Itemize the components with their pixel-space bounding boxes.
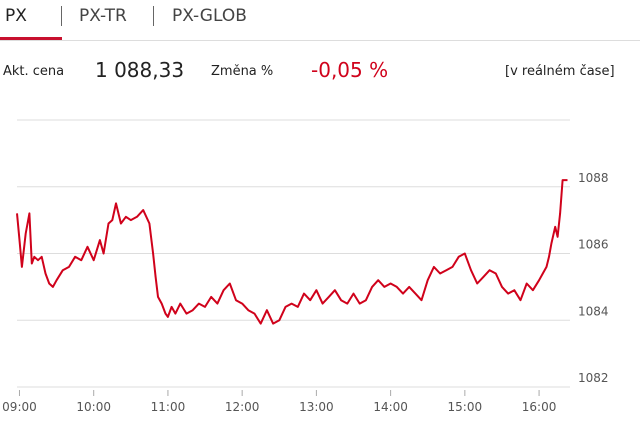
change-label: Změna %	[211, 64, 274, 79]
x-tick-label: 11:00	[151, 400, 186, 414]
tab[interactable]: PX	[5, 6, 27, 26]
tab[interactable]: PX-TR	[79, 6, 127, 26]
active-indicator	[0, 37, 62, 40]
x-tick-label: 14:00	[373, 400, 408, 414]
x-tick-label: 10:00	[76, 400, 111, 414]
price-line	[16, 179, 568, 325]
x-tick-label: 12:00	[225, 400, 260, 414]
x-tick-label: 15:00	[448, 400, 483, 414]
change: -0,05 %	[311, 58, 389, 82]
x-tick-label: 09:00	[2, 400, 37, 414]
mode: [v reálném čase]	[505, 64, 615, 79]
y-tick-label: 1082	[578, 371, 609, 385]
price: 1 088,33	[95, 58, 185, 82]
y-tick-label: 1086	[578, 238, 609, 252]
price-label: Akt. cena	[3, 64, 65, 79]
x-tick-label: 13:00	[299, 400, 334, 414]
separator	[153, 6, 154, 26]
y-tick-label: 1084	[578, 304, 609, 318]
y-tick-label: 1088	[578, 171, 609, 185]
tab-bar: PX PX-TR PX-GLOB	[0, 0, 640, 41]
tab[interactable]: PX-GLOB	[172, 6, 247, 26]
x-tick-label: 16:00	[522, 400, 557, 414]
separator	[61, 6, 62, 26]
